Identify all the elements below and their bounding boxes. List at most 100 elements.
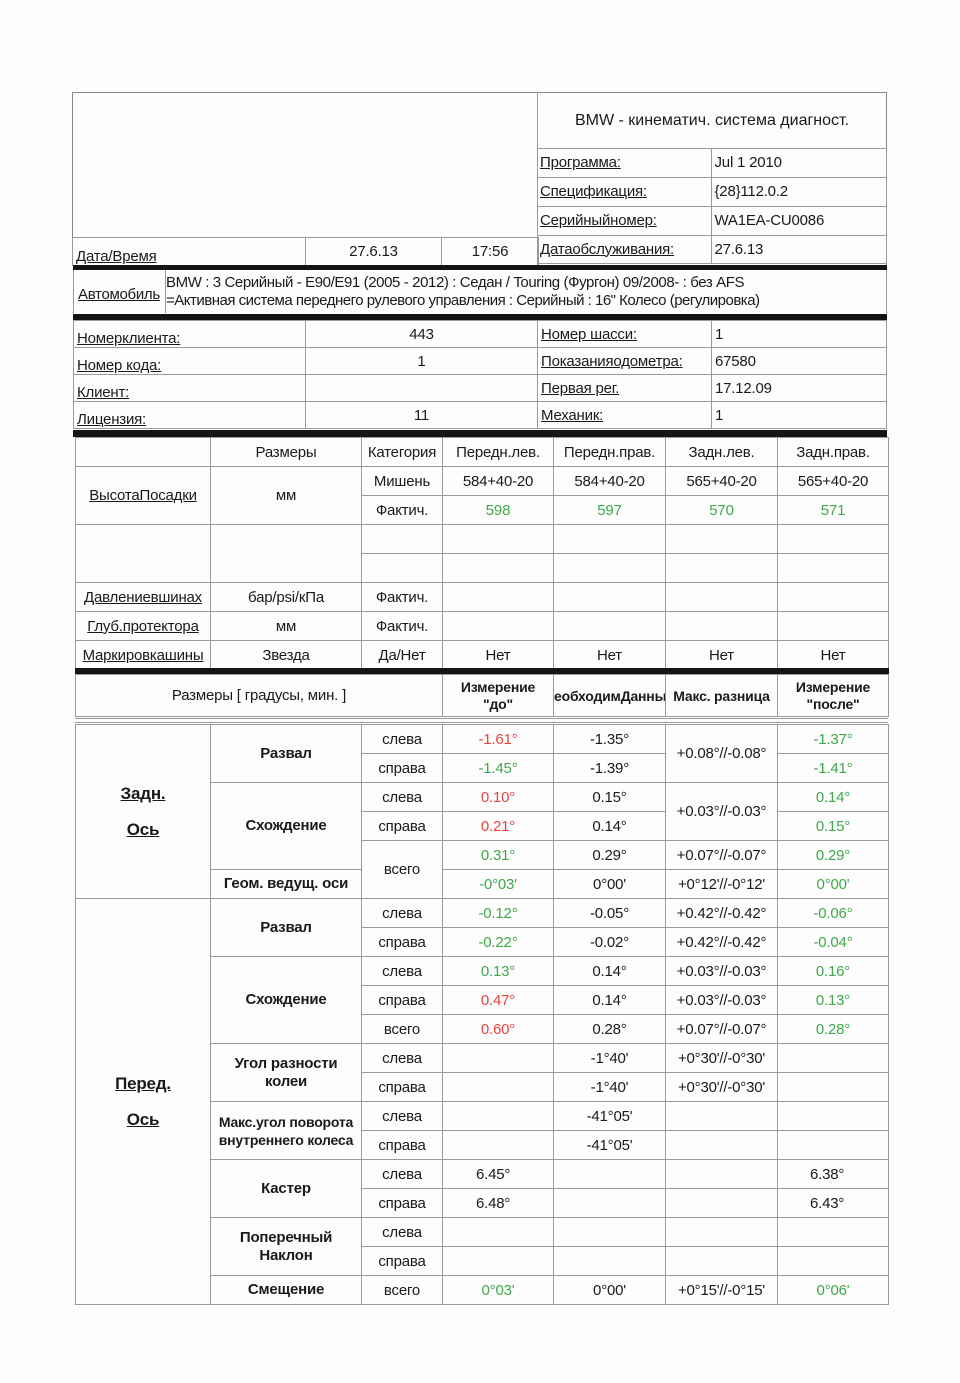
side-label: слева	[361, 724, 443, 754]
tread-label: Глуб.протектора	[75, 611, 211, 641]
side-label: слева	[361, 898, 443, 928]
target-value: 584+40-20	[442, 466, 554, 496]
table-row: Давлениевшинах бар/psi/кПа Фактич.	[75, 582, 889, 612]
marking-category: Да/Нет	[361, 640, 443, 670]
marking-value: Нет	[665, 640, 778, 670]
before-value: 0.10°	[442, 782, 554, 812]
before-value: 0.13°	[442, 956, 554, 986]
axle-label: Ось	[126, 819, 160, 839]
param-label: Поперечный Наклон	[210, 1217, 362, 1276]
before-value	[442, 1217, 554, 1247]
spec-value: -0.05°	[553, 898, 666, 928]
spec-value: 0.14°	[553, 985, 666, 1015]
table-row: Клиент: Первая рег. 17.12.09	[73, 374, 887, 402]
tolerance-value: +0°30'//-0°30'	[665, 1043, 778, 1073]
client-value: 1	[305, 347, 538, 375]
front-axle-group: Перед. Ось	[75, 898, 211, 1305]
tread-unit: мм	[210, 611, 362, 641]
spec-value	[553, 1217, 666, 1247]
tolerance-value: +0.08°//-0.08°	[665, 724, 778, 783]
empty-cell	[665, 524, 778, 554]
table-row: справа 6.48° 6.43°	[76, 1188, 889, 1218]
spec-value	[553, 1159, 666, 1189]
tolerance-value: +0.07°//-0.07°	[665, 1014, 778, 1044]
actual-value: 598	[442, 495, 554, 525]
table-row: Номерклиента: 443 Номер шасси: 1	[73, 320, 887, 348]
spec-value: -1.35°	[553, 724, 666, 754]
actual-label: Фактич.	[361, 495, 443, 525]
table-row: Поперечный Наклон слева	[76, 1217, 889, 1276]
table-row: справа 0.21° 0.14° 0.15°	[76, 811, 889, 841]
alignment-table: Задн. Ось Развал слева -1.61° -1.35° +0.08°//-…	[75, 724, 889, 1305]
after-value: 0.16°	[777, 956, 889, 986]
actual-value: 570	[665, 495, 778, 525]
axle-label: Задн.	[120, 783, 166, 803]
before-value: -1.45°	[442, 753, 554, 783]
vehicle-label: Автомобиль	[78, 286, 160, 303]
after-value	[777, 1072, 889, 1102]
tolerance-value: +0.07°//-0.07°	[665, 840, 778, 870]
before-value: -0.22°	[442, 927, 554, 957]
before-value: 6.45°	[442, 1159, 554, 1189]
before-value: 6.48°	[442, 1188, 554, 1218]
before-value: -1.61°	[442, 724, 554, 754]
empty-cell	[361, 553, 443, 583]
header-left-divider	[537, 92, 538, 265]
time-value: 17:56	[441, 237, 539, 266]
vehicle-line-2: =Активная система переднего рулевого упр…	[166, 292, 760, 309]
divider	[73, 314, 887, 320]
table-row: Размеры Категория Передн.лев. Передн.прав. З…	[75, 437, 889, 467]
after-value	[777, 1130, 889, 1160]
side-label: справа	[361, 1130, 443, 1160]
after-value	[777, 1043, 889, 1073]
client-label: Первая рег.	[537, 374, 712, 402]
side-label: слева	[361, 1217, 443, 1247]
datetime-label: Дата/Время	[72, 237, 306, 266]
spec-value	[553, 1246, 666, 1276]
target-label: Мишень	[361, 466, 443, 496]
table-row: Программа: Jul 1 2010	[537, 148, 887, 178]
empty-cell	[553, 524, 666, 554]
table-row: справа	[76, 1246, 889, 1276]
client-label: Механик:	[537, 401, 712, 429]
before-value: 0.21°	[442, 811, 554, 841]
side-label: слева	[361, 782, 443, 812]
param-label: Кастер	[210, 1159, 362, 1218]
tyre-header	[75, 437, 211, 467]
empty-cell	[777, 524, 889, 554]
marking-value: Нет	[553, 640, 666, 670]
marking-value: Нет	[777, 640, 889, 670]
pressure-category: Фактич.	[361, 582, 443, 612]
empty-cell	[665, 553, 778, 583]
param-label: Смещение	[210, 1275, 362, 1305]
target-value: 584+40-20	[553, 466, 666, 496]
after-value	[777, 1246, 889, 1276]
client-label: Показанияодометра:	[537, 347, 712, 375]
client-table: Номерклиента: 443 Номер шасси: 1 Номер кода:…	[73, 320, 887, 429]
divider	[73, 265, 887, 270]
date-value: 27.6.13	[305, 237, 442, 266]
spec-value	[553, 1188, 666, 1218]
tolerance-value: +0°12'//-0°12'	[665, 869, 778, 899]
empty-cell	[777, 553, 889, 583]
before-value: 0.47°	[442, 985, 554, 1015]
tyre-header: Задн.лев.	[665, 437, 778, 467]
side-label: справа	[361, 753, 443, 783]
spec-value: -1°40'	[553, 1043, 666, 1073]
side-label: слева	[361, 956, 443, 986]
vehicle-label-divider	[165, 270, 166, 313]
tyre-header: Категория	[361, 437, 443, 467]
client-label: Клиент:	[73, 374, 306, 402]
param-label: Развал	[210, 724, 362, 783]
alignment-header: Размеры [ градусы, мин. ] Измерение "до"…	[75, 674, 889, 717]
param-label: Макс.угол поворота внутреннего колеса	[210, 1101, 362, 1160]
marking-value: Нет	[442, 640, 554, 670]
info-value: 27.6.13	[710, 235, 887, 264]
after-value	[777, 1217, 889, 1247]
pressure-value	[777, 582, 889, 612]
client-label: Номерклиента:	[73, 320, 306, 348]
tolerance-value: +0.03°//-0.03°	[665, 782, 778, 841]
after-value: -1.37°	[777, 724, 889, 754]
header-tol: Макс. разница	[665, 674, 778, 717]
tread-value	[442, 611, 554, 641]
